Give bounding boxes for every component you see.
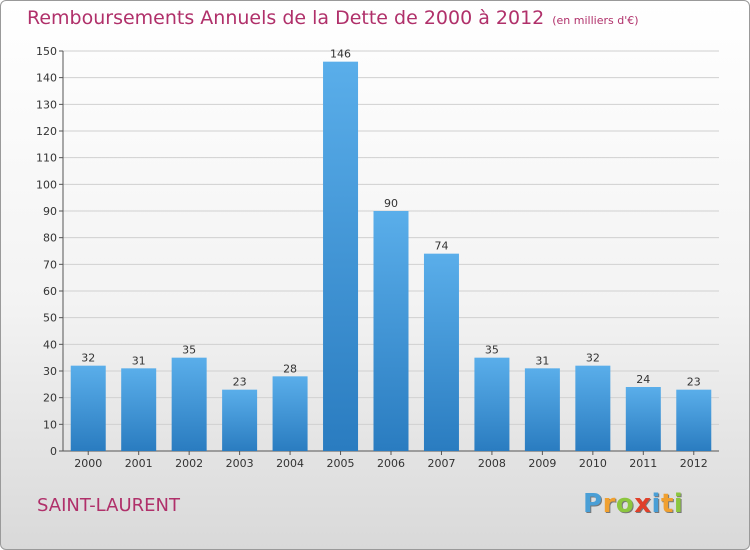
chart-title-main: Remboursements Annuels de la Dette de 20… xyxy=(27,7,545,29)
y-tick-label: 60 xyxy=(43,285,57,298)
value-label: 28 xyxy=(283,362,297,375)
bar-2012 xyxy=(676,389,712,451)
bar-2006 xyxy=(373,211,409,451)
chart-subtitle: (en milliers d'€) xyxy=(552,14,639,27)
value-label: 32 xyxy=(586,352,600,365)
bar-2000 xyxy=(70,365,106,451)
bar-2007 xyxy=(423,253,459,451)
x-tick-label: 2000 xyxy=(74,457,102,470)
y-tick-label: 50 xyxy=(43,312,57,325)
logo-letter: i xyxy=(651,489,661,519)
labels: 0 10 20 30 40 50 60 70 80 90 100 110 120 130 140 150 32 2… xyxy=(36,45,708,470)
value-label: 35 xyxy=(182,344,196,357)
bars xyxy=(70,61,712,452)
value-label: 24 xyxy=(636,373,650,386)
x-tick-label: 2003 xyxy=(226,457,254,470)
chart-title: Remboursements Annuels de la Dette de 20… xyxy=(27,7,639,29)
y-tick-label: 130 xyxy=(36,98,57,111)
bar-2008 xyxy=(474,357,510,451)
y-tick-label: 150 xyxy=(36,45,57,58)
x-tick-label: 2005 xyxy=(327,457,355,470)
logo-letter: o xyxy=(615,489,635,519)
y-tick-label: 20 xyxy=(43,392,57,405)
y-tick-label: 80 xyxy=(43,232,57,245)
y-tick-label: 70 xyxy=(43,258,57,271)
value-label: 74 xyxy=(434,240,448,253)
y-tick-label: 0 xyxy=(50,445,57,458)
y-tick-label: 90 xyxy=(43,205,57,218)
value-label: 35 xyxy=(485,344,499,357)
y-tick-label: 120 xyxy=(36,125,57,138)
x-tick-label: 2001 xyxy=(125,457,153,470)
x-tick-label: 2007 xyxy=(427,457,455,470)
value-label: 146 xyxy=(330,48,351,61)
bar-2011 xyxy=(625,387,661,451)
y-tick-label: 110 xyxy=(36,152,57,165)
x-tick-label: 2009 xyxy=(528,457,556,470)
value-label: 23 xyxy=(233,376,247,389)
x-tick-label: 2004 xyxy=(276,457,304,470)
y-tick-label: 100 xyxy=(36,178,57,191)
y-tick-label: 10 xyxy=(43,418,57,431)
proxiti-logo[interactable]: Proxiti xyxy=(583,489,683,519)
y-tick-label: 40 xyxy=(43,338,57,351)
value-label: 31 xyxy=(535,354,549,367)
logo-letter: t xyxy=(660,489,674,519)
logo-letter: r xyxy=(602,489,616,519)
x-tick-label: 2010 xyxy=(579,457,607,470)
value-label: 90 xyxy=(384,197,398,210)
bar-2003 xyxy=(222,389,258,451)
bar-2010 xyxy=(575,365,611,451)
bar-2009 xyxy=(524,368,560,451)
logo-letter: x xyxy=(634,489,652,519)
x-tick-label: 2008 xyxy=(478,457,506,470)
x-tick-label: 2002 xyxy=(175,457,203,470)
bar-2005 xyxy=(323,61,359,452)
bar-2001 xyxy=(121,368,157,451)
logo-letter: i xyxy=(673,489,684,519)
y-tick-label: 140 xyxy=(36,72,57,85)
bar-2002 xyxy=(171,357,207,451)
bar-2004 xyxy=(272,376,308,451)
x-tick-label: 2011 xyxy=(629,457,657,470)
logo-letter: P xyxy=(583,489,603,519)
y-tick-label: 30 xyxy=(43,365,57,378)
x-tick-label: 2006 xyxy=(377,457,405,470)
value-label: 31 xyxy=(132,354,146,367)
x-tick-label: 2012 xyxy=(680,457,708,470)
value-label: 23 xyxy=(687,376,701,389)
commune-name: SAINT-LAURENT xyxy=(37,495,180,516)
value-label: 32 xyxy=(81,352,95,365)
